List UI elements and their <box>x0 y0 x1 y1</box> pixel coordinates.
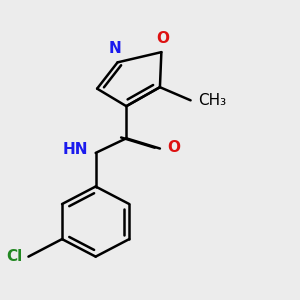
Text: O: O <box>167 140 180 154</box>
Text: Cl: Cl <box>6 249 22 264</box>
Text: N: N <box>108 41 121 56</box>
Text: CH₃: CH₃ <box>198 93 226 108</box>
Text: O: O <box>156 31 169 46</box>
Text: HN: HN <box>63 142 88 158</box>
